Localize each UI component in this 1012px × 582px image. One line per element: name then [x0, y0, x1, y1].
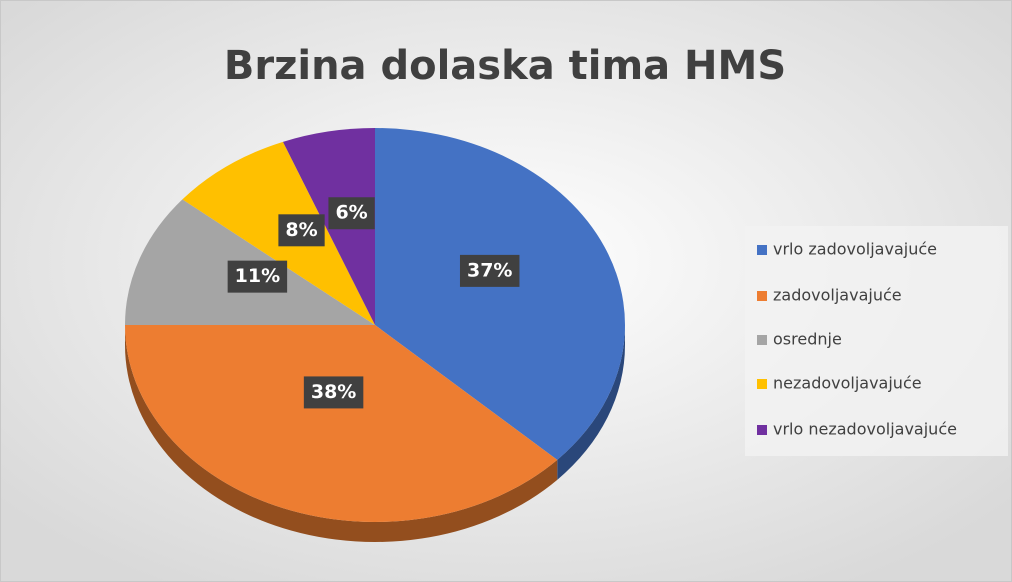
data-label-box — [328, 197, 375, 230]
data-label: 38% — [311, 381, 356, 403]
data-label: 11% — [235, 265, 280, 287]
legend-swatch — [757, 379, 767, 389]
legend-label: zadovoljavajuće — [773, 286, 902, 305]
data-label-box — [278, 214, 325, 247]
data-label: 37% — [467, 259, 512, 281]
data-label-box — [303, 376, 364, 409]
legend-label: vrlo nezadovoljavajuće — [773, 420, 957, 439]
pie-side — [557, 325, 625, 480]
pie-slice — [375, 128, 625, 460]
legend-label: vrlo zadovoljavajuće — [773, 240, 937, 259]
legend-swatch — [757, 245, 767, 255]
data-label-box — [227, 260, 288, 293]
data-label-box — [459, 254, 520, 287]
legend-swatch — [757, 291, 767, 301]
legend-label: osrednje — [773, 330, 842, 349]
legend-swatch — [757, 425, 767, 435]
pie-side — [125, 325, 558, 542]
data-label: 6% — [335, 202, 367, 224]
legend-label: nezadovoljavajuće — [773, 374, 922, 393]
pie-slice — [125, 325, 558, 522]
legend-swatch — [757, 335, 767, 345]
data-label: 8% — [285, 219, 317, 241]
chart-title: Brzina dolaska tima HMS — [224, 43, 786, 89]
legend-box — [745, 226, 1008, 456]
